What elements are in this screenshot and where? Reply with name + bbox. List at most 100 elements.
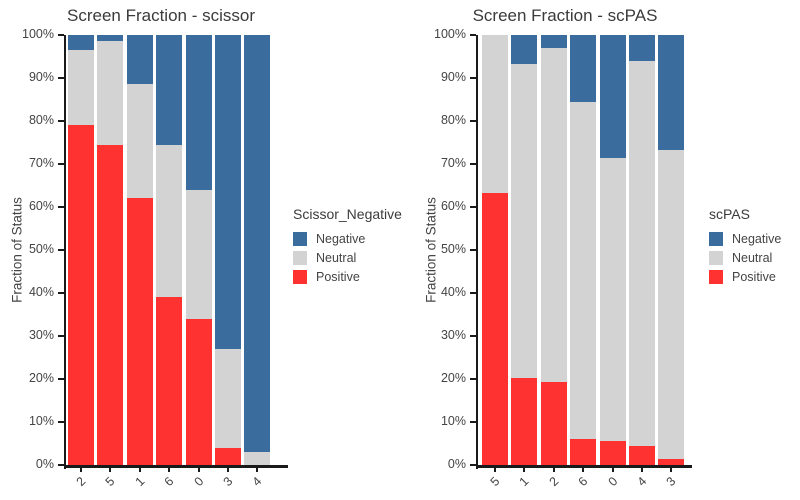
legend-item-neutral[interactable]: Neutral	[293, 251, 402, 265]
stacked-bar[interactable]	[244, 35, 271, 465]
stacked-bar[interactable]	[156, 35, 183, 465]
y-axis-line	[476, 35, 478, 469]
legend-label: Neutral	[316, 251, 357, 265]
bar-segment-neutral[interactable]	[599, 157, 626, 442]
legend-swatch-negative[interactable]	[293, 232, 307, 246]
stacked-bar[interactable]	[482, 35, 508, 465]
y-tick-label: 10%	[28, 414, 54, 428]
y-tick-mark	[58, 206, 64, 208]
bar-segment-positive[interactable]	[185, 318, 212, 465]
stacked-bar[interactable]	[599, 35, 626, 465]
bar-segment-positive[interactable]	[540, 382, 567, 465]
bar-segment-positive[interactable]	[482, 192, 508, 465]
legend-item-negative[interactable]: Negative	[293, 232, 402, 246]
bar-segment-negative[interactable]	[68, 35, 94, 51]
y-tick-label: 30%	[28, 328, 54, 342]
stacked-bar[interactable]	[126, 35, 153, 465]
bar-segment-neutral[interactable]	[126, 84, 153, 199]
y-tick-label: 60%	[28, 199, 54, 213]
y-tick-mark	[58, 120, 64, 122]
bar-segment-neutral[interactable]	[511, 64, 538, 378]
y-tick-mark	[470, 77, 476, 79]
bar-segment-neutral[interactable]	[244, 452, 271, 465]
x-tick-mark	[523, 468, 526, 472]
bar-segment-neutral[interactable]	[156, 144, 183, 298]
y-tick-mark	[470, 163, 476, 165]
bar-segment-negative[interactable]	[185, 35, 212, 190]
bar-segment-negative[interactable]	[126, 35, 153, 85]
bar-segment-positive[interactable]	[570, 439, 597, 465]
bar-segment-neutral[interactable]	[629, 60, 655, 446]
legend-label: Negative	[316, 232, 366, 246]
bar-segment-negative[interactable]	[570, 35, 597, 102]
legend-swatch-negative[interactable]	[709, 232, 723, 246]
legend-item-positive[interactable]: Positive	[293, 270, 402, 284]
bar-segment-positive[interactable]	[599, 441, 626, 465]
y-tick-mark	[470, 120, 476, 122]
bar-segment-positive[interactable]	[658, 459, 685, 465]
stacked-bar[interactable]	[658, 35, 685, 465]
y-tick-mark	[58, 163, 64, 165]
stacked-bar[interactable]	[570, 35, 597, 465]
y-tick-mark	[58, 292, 64, 294]
bar-segment-negative[interactable]	[629, 35, 655, 61]
bar-segment-neutral[interactable]	[97, 41, 124, 145]
bar-segment-negative[interactable]	[156, 35, 183, 145]
y-tick-mark	[470, 421, 476, 423]
bar-segment-negative[interactable]	[244, 35, 271, 453]
bar-segment-positive[interactable]	[511, 377, 538, 465]
y-tick-label: 60%	[440, 199, 466, 213]
bar-segment-positive[interactable]	[68, 125, 94, 465]
bar-segment-neutral[interactable]	[68, 50, 94, 126]
bar-segment-negative[interactable]	[658, 35, 685, 150]
bar-segment-neutral[interactable]	[185, 189, 212, 319]
legend-item-positive[interactable]: Positive	[709, 270, 781, 284]
y-tick-mark	[58, 34, 64, 36]
bar-segment-neutral[interactable]	[658, 149, 685, 460]
bar-segment-positive[interactable]	[215, 447, 241, 465]
y-tick-label: 90%	[440, 70, 466, 84]
y-tick-label: 30%	[440, 328, 466, 342]
bar-segment-positive[interactable]	[97, 144, 124, 465]
bar-segment-negative[interactable]	[599, 35, 626, 158]
bar-segment-neutral[interactable]	[215, 348, 241, 448]
stacked-bar[interactable]	[629, 35, 655, 465]
x-tick-label: 2	[73, 474, 89, 489]
legend-item-neutral[interactable]: Neutral	[709, 251, 781, 265]
x-tick-label: 6	[575, 474, 591, 489]
legend-item-negative[interactable]: Negative	[709, 232, 781, 246]
x-tick-label: 3	[663, 474, 679, 489]
legend-swatch-neutral[interactable]	[293, 251, 307, 265]
legend-items: Negative Neutral Positive	[709, 232, 781, 284]
legend-scissor: Scissor_Negative Negative Neutral Positive	[293, 206, 402, 289]
x-tick-mark	[641, 468, 643, 472]
bar-segment-negative[interactable]	[540, 35, 567, 48]
bar-segment-positive[interactable]	[156, 297, 183, 465]
legend-swatch-positive[interactable]	[293, 270, 307, 284]
bar-segment-negative[interactable]	[97, 35, 124, 42]
y-tick-label: 50%	[28, 242, 54, 256]
stacked-bar[interactable]	[215, 35, 241, 465]
bar-segment-negative[interactable]	[215, 35, 241, 349]
y-axis-line	[64, 35, 66, 469]
x-tick-mark	[582, 468, 585, 472]
legend-swatch-neutral[interactable]	[709, 251, 723, 265]
bar-segment-neutral[interactable]	[540, 47, 567, 383]
y-tick-mark	[470, 34, 476, 36]
legend-swatch-positive[interactable]	[709, 270, 723, 284]
bar-segment-negative[interactable]	[511, 35, 538, 65]
bar-segment-positive[interactable]	[629, 445, 655, 465]
bar-segment-neutral[interactable]	[570, 101, 597, 440]
y-tick-mark	[58, 249, 64, 251]
stacked-bar[interactable]	[185, 35, 212, 465]
y-tick-label: 90%	[28, 70, 54, 84]
bar-segment-positive[interactable]	[126, 198, 153, 465]
stacked-bar[interactable]	[68, 35, 94, 465]
stacked-bar[interactable]	[97, 35, 124, 465]
stacked-bar[interactable]	[540, 35, 567, 465]
bar-segment-neutral[interactable]	[482, 35, 508, 193]
stacked-bar[interactable]	[511, 35, 538, 465]
y-tick-label: 20%	[440, 371, 466, 385]
legend-title: scPAS	[709, 206, 750, 222]
